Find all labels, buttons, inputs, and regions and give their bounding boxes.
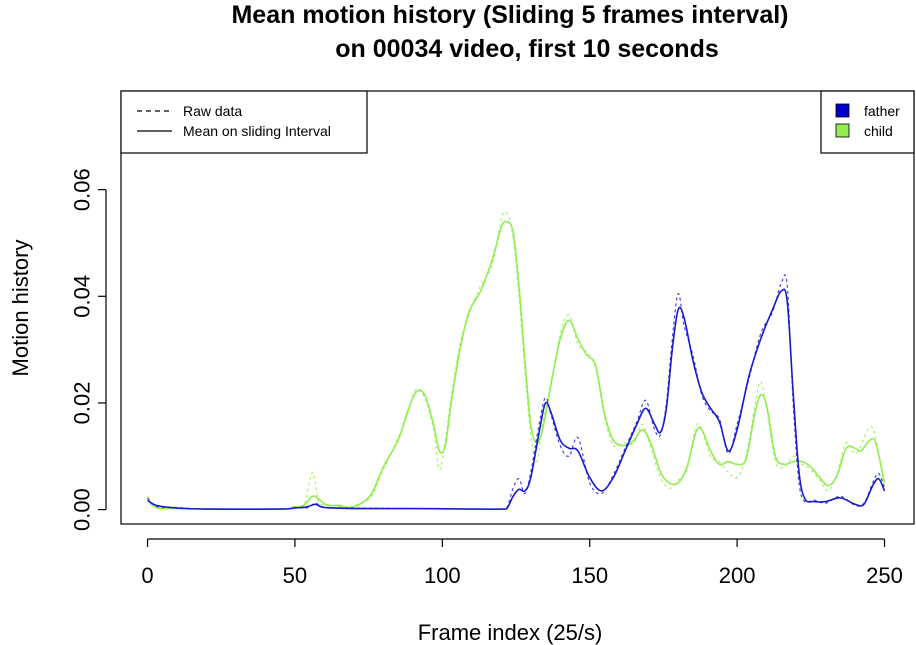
y-tick-label: 0.04	[70, 275, 95, 318]
x-axis-label: Frame index (25/s)	[418, 620, 603, 645]
chart-title-line-2: on 00034 video, first 10 seconds	[335, 35, 719, 63]
x-axis: 0 50 100 150 200 250	[141, 538, 903, 588]
legend-mean-label: Mean on sliding Interval	[183, 123, 331, 139]
y-tick-label: 0.06	[70, 168, 95, 211]
plot-frame	[120, 90, 915, 525]
line-style-legend-box	[120, 90, 368, 154]
y-tick-label: 0.02	[70, 382, 95, 425]
child-mean-line	[146, 220, 886, 511]
father-mean-line	[147, 288, 886, 511]
x-tick-label: 150	[571, 563, 608, 588]
legend-father-label: father	[864, 103, 900, 119]
line-style-legend: Raw data Mean on sliding Interval	[120, 90, 368, 154]
y-axis: 0.00 0.02 0.04 0.06	[70, 168, 107, 531]
x-tick-label: 100	[424, 563, 461, 588]
color-legend-box	[820, 90, 915, 154]
legend-father-swatch	[835, 103, 850, 118]
series-layer	[146, 211, 886, 511]
chart-title-line-1: Mean motion history (Sliding 5 frames in…	[231, 1, 788, 29]
color-legend: father child	[820, 90, 915, 154]
legend-raw-data-label: Raw data	[183, 103, 242, 119]
x-tick-label: 250	[866, 563, 903, 588]
x-tick-label: 200	[719, 563, 756, 588]
x-tick-label: 0	[141, 563, 153, 588]
y-axis-label: Motion history	[8, 240, 33, 377]
y-tick-label: 0.00	[70, 488, 95, 531]
x-tick-label: 50	[283, 563, 307, 588]
legend-child-label: child	[864, 123, 893, 139]
legend-child-swatch	[835, 123, 850, 138]
